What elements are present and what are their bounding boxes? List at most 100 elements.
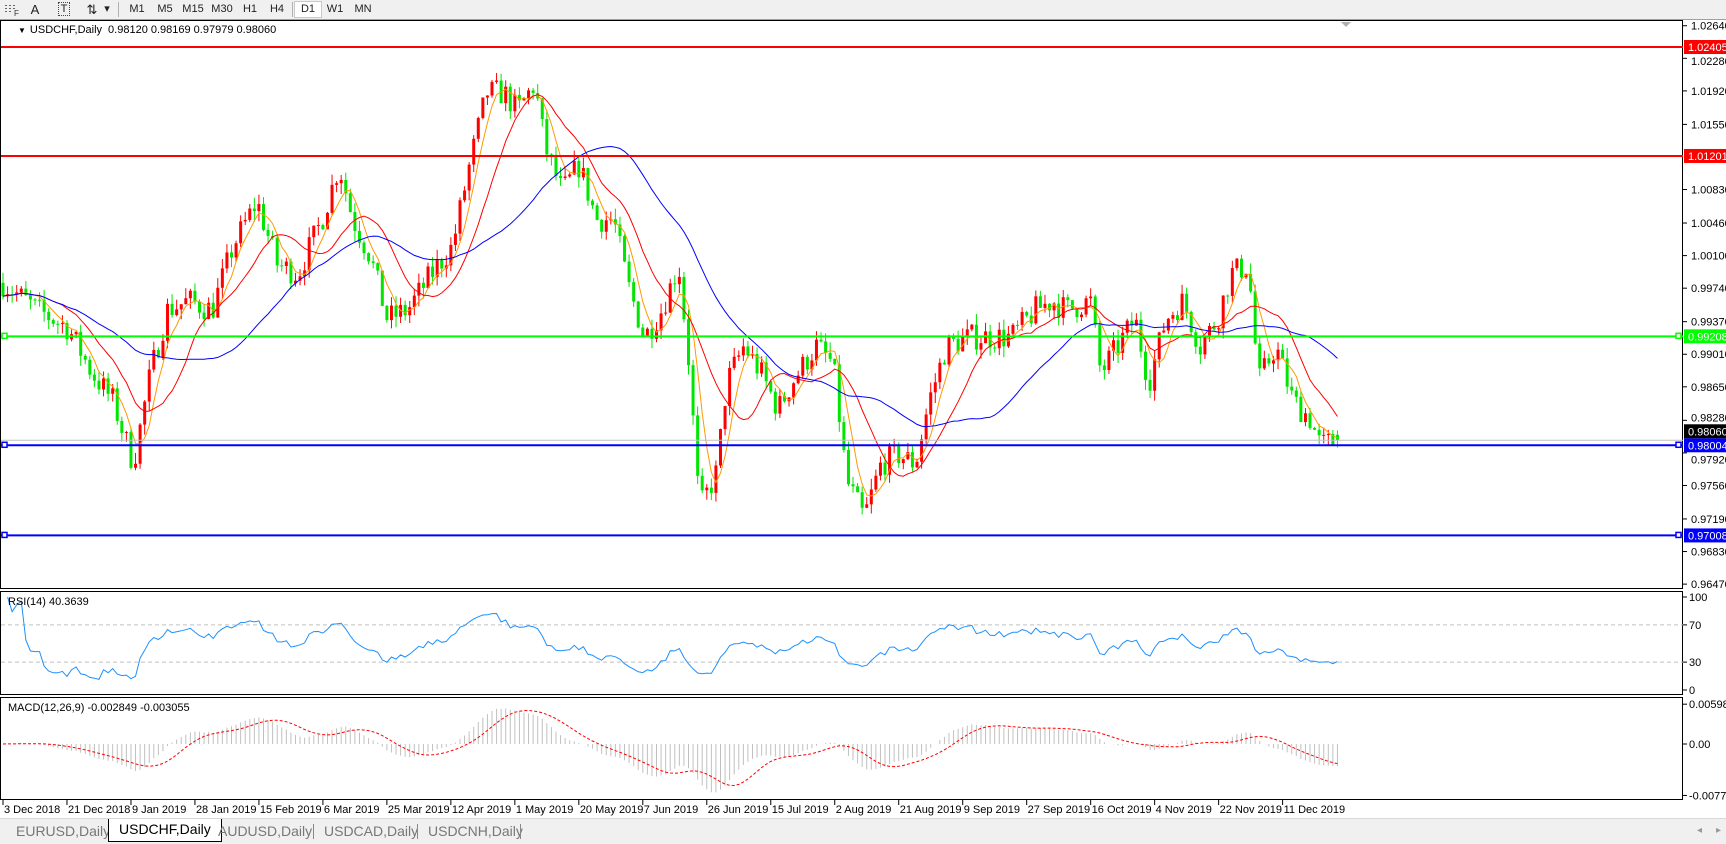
candle-body: [1148, 379, 1152, 391]
tab-audusd[interactable]: AUDUSD,Daily: [218, 823, 313, 839]
timeframe-d1[interactable]: D1: [294, 1, 322, 18]
price-line-label: 1.01201: [1688, 151, 1726, 163]
candle-body: [216, 287, 220, 318]
candle-body: [1134, 319, 1138, 326]
candle-body: [1308, 413, 1312, 428]
candle-body: [56, 323, 60, 325]
candle-body: [1084, 298, 1088, 315]
candle-body: [778, 396, 782, 414]
chart-ohlc: 0.98120 0.98169 0.97979 0.98060: [108, 24, 276, 36]
candle-body: [1166, 318, 1170, 331]
candle-body: [1011, 324, 1015, 334]
collapse-arrow-icon[interactable]: ▼: [18, 26, 26, 35]
candle-body: [865, 504, 869, 508]
line-handle-icon: [1675, 531, 1682, 539]
candle-body: [1116, 340, 1120, 353]
candle-body: [339, 179, 343, 184]
timeframe-m5[interactable]: M5: [157, 3, 173, 15]
separator: [118, 2, 119, 17]
candle-body: [1294, 390, 1298, 397]
candle-body: [568, 174, 572, 177]
candle-body: [175, 309, 179, 316]
candle-body: [1290, 386, 1294, 391]
candle-body: [198, 301, 202, 313]
candle-body: [888, 446, 892, 475]
price-tick-label: 1.01550: [1691, 119, 1726, 131]
candle-body: [641, 327, 645, 336]
timeframe-mn[interactable]: MN: [354, 3, 372, 15]
candle-body: [417, 282, 421, 296]
candle-body: [60, 323, 64, 325]
tab-eurusd[interactable]: EURUSD,Daily: [16, 823, 111, 839]
chevron-down-icon[interactable]: ▾: [104, 3, 110, 15]
chart-canvas[interactable]: 1.02405 1.01201 0.99208 0.98004 0.97008 0.980…: [0, 19, 1726, 818]
candle-body: [687, 319, 690, 366]
scroll-right-icon[interactable]: ▸: [1716, 825, 1722, 836]
candle-body: [929, 392, 933, 415]
date-tick-label: 15 Jul 2019: [772, 804, 829, 816]
current-price-label: 0.98060: [1688, 426, 1726, 438]
candle-body: [252, 208, 256, 212]
candle-body: [1276, 349, 1280, 361]
tab-separator: [313, 824, 314, 839]
timeframe-w1[interactable]: W1: [326, 3, 344, 15]
line-handle-icon: [1, 531, 8, 539]
timeframe-m15[interactable]: M15: [182, 3, 204, 15]
candle-body: [805, 356, 809, 370]
line-handle-icon: [1, 332, 8, 340]
timeframe-m1[interactable]: M1: [129, 3, 145, 15]
candle-body: [591, 200, 595, 206]
candle-body: [627, 261, 631, 283]
candle-body: [1, 282, 5, 297]
candle-body: [993, 347, 997, 349]
candle-body: [952, 335, 956, 339]
timeframe-h1[interactable]: H1: [242, 3, 258, 15]
timeframe-m30[interactable]: M30: [211, 3, 233, 15]
candle-body: [1020, 311, 1024, 325]
candle-body: [1249, 273, 1253, 292]
candle-body: [344, 179, 348, 194]
candle-body: [1153, 359, 1157, 391]
macd-tick-label: 0.00: [1689, 739, 1710, 751]
candle-body: [111, 388, 115, 394]
candle-body: [801, 356, 805, 376]
candle-body: [938, 362, 942, 383]
candle-body: [846, 450, 850, 485]
candle-body: [572, 160, 576, 175]
candle-body: [1258, 343, 1262, 369]
candle-body: [942, 362, 946, 365]
candle-body: [773, 391, 777, 414]
tab-usdchf[interactable]: USDCHF,Daily: [108, 819, 222, 842]
grid-icon[interactable]: F: [2, 2, 22, 18]
candle-body: [1230, 268, 1234, 296]
candle-body: [321, 225, 325, 230]
macd-tick-label: -0.007737: [1689, 790, 1726, 802]
candle-body: [1281, 349, 1285, 359]
candle-body: [408, 307, 412, 316]
date-tick-label: 28 Jan 2019: [196, 804, 257, 816]
date-tick-label: 3 Dec 2018: [4, 804, 60, 816]
candle-body: [1326, 434, 1330, 436]
price-tick-label: 1.00460: [1691, 218, 1726, 230]
chart-shift-marker[interactable]: [1341, 22, 1351, 27]
tab-usdcnh[interactable]: USDCNH,Daily: [428, 823, 523, 839]
candle-body: [389, 305, 393, 321]
candle-body: [1130, 320, 1134, 326]
text-label-icon[interactable]: T: [54, 2, 74, 17]
text-icon[interactable]: A: [30, 2, 40, 17]
candle-body: [275, 237, 279, 266]
candle-body: [559, 175, 563, 179]
arrows-icon[interactable]: ⇅: [86, 2, 98, 17]
candle-body: [1048, 303, 1052, 311]
scroll-left-icon[interactable]: ◂: [1697, 825, 1703, 836]
chart-tabs: EURUSD,Daily USDCHF,Daily AUDUSD,Daily U…: [0, 818, 1726, 844]
candle-body: [1317, 429, 1321, 436]
candle-body: [755, 354, 759, 374]
candle-body: [842, 422, 846, 451]
timeframe-h4[interactable]: H4: [269, 3, 285, 15]
tab-usdcad[interactable]: USDCAD,Daily: [324, 823, 419, 839]
candle-body: [1175, 315, 1179, 320]
